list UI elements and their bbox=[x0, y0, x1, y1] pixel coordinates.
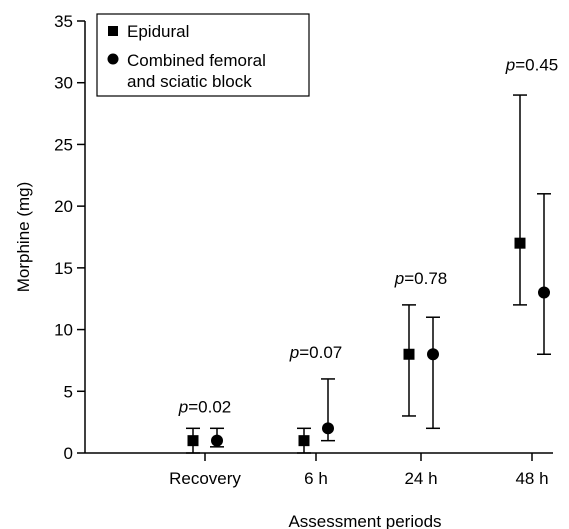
y-tick-label-30: 30 bbox=[54, 74, 73, 93]
p-value-prefix: p bbox=[178, 397, 188, 416]
p-value-prefix: p bbox=[505, 55, 515, 74]
point-epidural-48-h bbox=[514, 237, 526, 249]
x-axis-ticks: Recovery 6 h 24 h 48 h bbox=[169, 453, 549, 488]
p-value-prefix: p bbox=[289, 343, 299, 362]
x-tick-label-48-h: 48 h bbox=[515, 469, 548, 488]
legend-label-combined-block: Combined femoral and sciatic block bbox=[127, 51, 266, 91]
point-epidural-recovery bbox=[187, 435, 199, 447]
y-tick-label-35: 35 bbox=[54, 12, 73, 31]
point-combined-block-recovery bbox=[211, 434, 223, 447]
legend-box bbox=[96, 13, 310, 97]
legend-label-epidural: Epidural bbox=[127, 22, 189, 41]
p-value-48-h: p=0.45 bbox=[505, 55, 558, 74]
x-tick-label-recovery: Recovery bbox=[169, 469, 241, 488]
point-epidural-6-h bbox=[298, 435, 310, 447]
y-tick-label-5: 5 bbox=[64, 382, 73, 401]
y-tick-label-20: 20 bbox=[54, 197, 73, 216]
p-value-number: =0.07 bbox=[299, 343, 342, 362]
x-tick-label-24-h: 24 h bbox=[404, 469, 437, 488]
p-value-number: =0.02 bbox=[188, 397, 231, 416]
p-value-24-h: p=0.78 bbox=[394, 269, 447, 288]
chart-axes bbox=[84, 21, 553, 454]
y-tick-label-10: 10 bbox=[54, 321, 73, 340]
chart-marks bbox=[186, 94, 551, 454]
p-value-recovery: p=0.02 bbox=[178, 397, 231, 416]
y-tick-label-25: 25 bbox=[54, 135, 73, 154]
point-combined-block-6-h bbox=[322, 422, 334, 435]
y-axis-ticks: 0 5 10 15 20 25 30 35 bbox=[54, 12, 85, 463]
y-axis-title: Morphine (mg) bbox=[14, 182, 33, 293]
x-axis-title: Assessment periods bbox=[288, 512, 441, 529]
legend-square-marker bbox=[108, 26, 118, 36]
legend: Epidural Combined femoral and sciatic bloc… bbox=[96, 13, 310, 97]
p-value-number: =0.45 bbox=[515, 55, 558, 74]
p-value-annotations: p=0.02p=0.07p=0.78p=0.45 bbox=[178, 55, 558, 416]
p-value-6-h: p=0.07 bbox=[289, 343, 342, 362]
point-combined-block-24-h bbox=[427, 348, 439, 361]
legend-circle-marker bbox=[107, 53, 119, 65]
y-tick-label-15: 15 bbox=[54, 259, 73, 278]
x-tick-label-6-h: 6 h bbox=[304, 469, 328, 488]
p-value-prefix: p bbox=[394, 269, 404, 288]
p-value-number: =0.78 bbox=[404, 269, 447, 288]
y-tick-label-0: 0 bbox=[64, 444, 73, 463]
point-epidural-24-h bbox=[403, 348, 415, 360]
point-combined-block-48-h bbox=[538, 286, 550, 299]
